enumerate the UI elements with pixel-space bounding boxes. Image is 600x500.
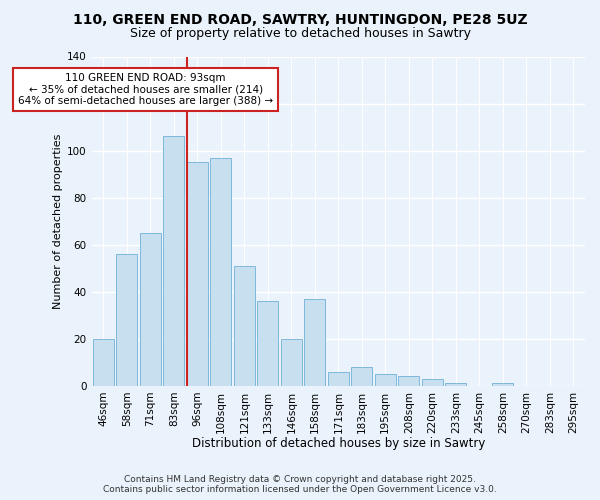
Bar (187, 162, 208, 386)
Bar (398, 376, 419, 386)
Text: 110 GREEN END ROAD: 93sqm
← 35% of detached houses are smaller (214)
64% of semi: 110 GREEN END ROAD: 93sqm ← 35% of detac… (18, 73, 273, 106)
Bar (234, 266, 255, 386)
Bar (140, 233, 161, 386)
Bar (257, 301, 278, 386)
Text: 110, GREEN END ROAD, SAWTRY, HUNTINGDON, PE28 5UZ: 110, GREEN END ROAD, SAWTRY, HUNTINGDON,… (73, 12, 527, 26)
Bar (351, 367, 373, 386)
Bar (375, 374, 396, 386)
X-axis label: Distribution of detached houses by size in Sawtry: Distribution of detached houses by size … (191, 437, 485, 450)
Bar (93, 339, 114, 386)
Bar (116, 254, 137, 386)
Y-axis label: Number of detached properties: Number of detached properties (53, 134, 63, 309)
Bar (281, 339, 302, 386)
Text: Size of property relative to detached houses in Sawtry: Size of property relative to detached ho… (130, 28, 470, 40)
Bar (422, 379, 443, 386)
Text: Contains HM Land Registry data © Crown copyright and database right 2025.
Contai: Contains HM Land Registry data © Crown c… (103, 474, 497, 494)
Bar (492, 384, 514, 386)
Bar (163, 136, 184, 386)
Bar (328, 372, 349, 386)
Bar (210, 158, 232, 386)
Bar (304, 299, 325, 386)
Bar (445, 384, 466, 386)
